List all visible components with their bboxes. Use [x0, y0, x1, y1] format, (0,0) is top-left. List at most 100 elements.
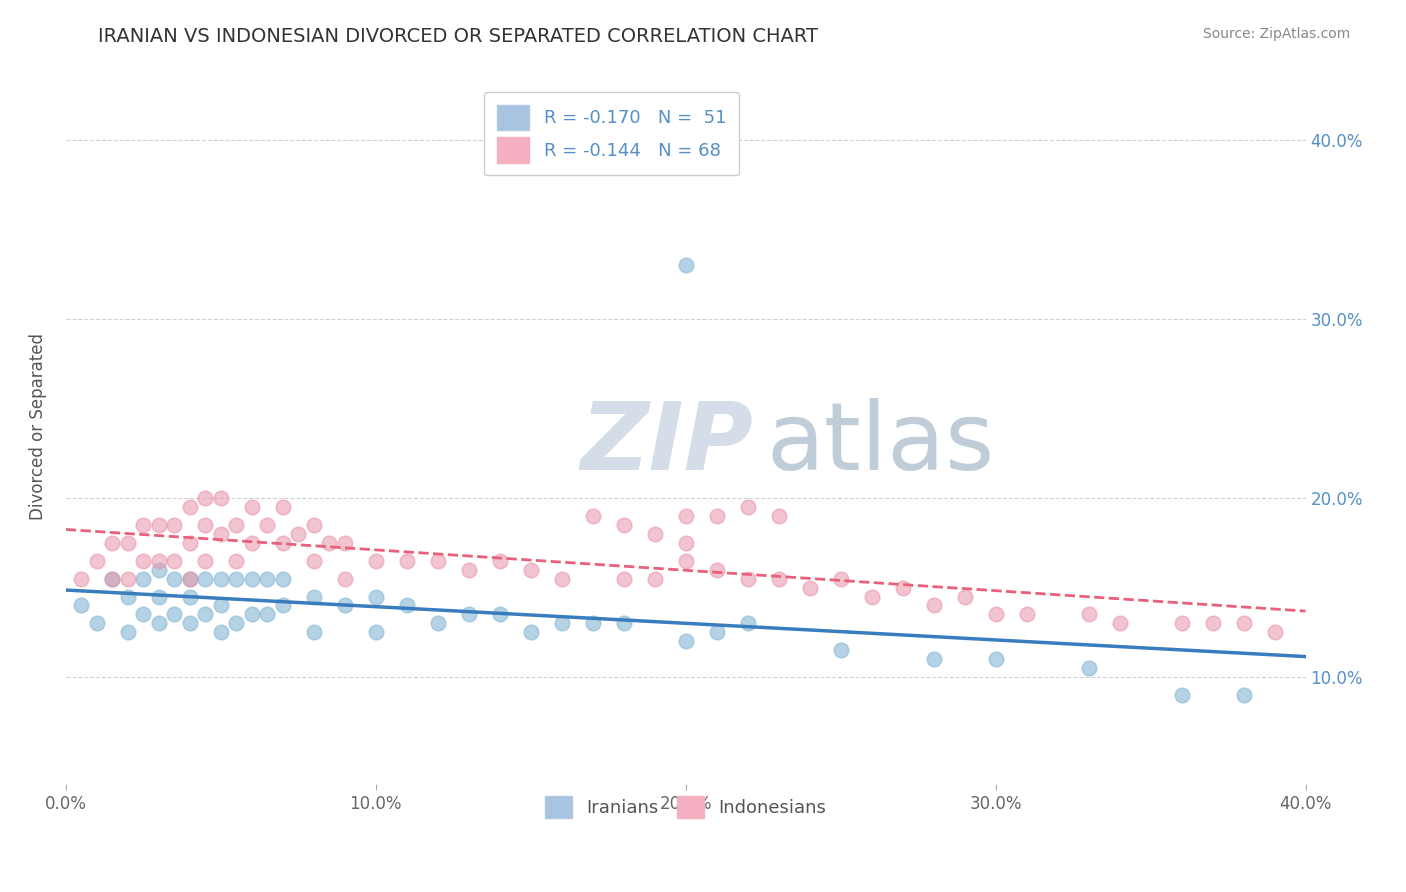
Point [1263, 625, 1285, 640]
Point [1077, 661, 1099, 675]
Point [675, 634, 697, 648]
Text: Source: ZipAtlas.com: Source: ZipAtlas.com [1202, 27, 1350, 41]
Point [1170, 688, 1192, 702]
Point [1015, 607, 1038, 622]
Point [194, 607, 217, 622]
Point [194, 517, 217, 532]
Point [148, 563, 170, 577]
Point [148, 554, 170, 568]
Point [488, 607, 510, 622]
Point [271, 536, 294, 550]
Point [395, 554, 418, 568]
Point [240, 607, 263, 622]
Point [318, 536, 340, 550]
Point [364, 625, 387, 640]
Point [240, 500, 263, 514]
Point [101, 536, 124, 550]
Point [1108, 616, 1130, 631]
Point [302, 625, 325, 640]
Y-axis label: Divorced or Separated: Divorced or Separated [30, 333, 46, 520]
Point [1201, 616, 1223, 631]
Point [148, 616, 170, 631]
Point [953, 590, 976, 604]
Text: IRANIAN VS INDONESIAN DIVORCED OR SEPARATED CORRELATION CHART: IRANIAN VS INDONESIAN DIVORCED OR SEPARA… [98, 27, 818, 45]
Point [613, 572, 636, 586]
Point [179, 572, 201, 586]
Point [984, 652, 1007, 666]
Point [1232, 616, 1254, 631]
Point [582, 616, 605, 631]
Point [209, 599, 232, 613]
Point [302, 590, 325, 604]
Point [271, 572, 294, 586]
Point [86, 554, 108, 568]
Point [984, 607, 1007, 622]
Point [194, 572, 217, 586]
Point [488, 554, 510, 568]
Point [891, 581, 914, 595]
Point [163, 607, 186, 622]
Text: atlas: atlas [766, 399, 994, 491]
Point [675, 259, 697, 273]
Point [101, 572, 124, 586]
Point [737, 500, 759, 514]
Point [768, 508, 790, 523]
Point [830, 643, 852, 657]
Point [426, 554, 449, 568]
Point [706, 563, 728, 577]
Point [117, 572, 139, 586]
Point [364, 554, 387, 568]
Point [550, 616, 572, 631]
Point [163, 554, 186, 568]
Point [86, 616, 108, 631]
Point [179, 590, 201, 604]
Point [922, 599, 945, 613]
Point [737, 616, 759, 631]
Legend: Iranians, Indonesians: Iranians, Indonesians [538, 789, 834, 825]
Point [675, 508, 697, 523]
Point [922, 652, 945, 666]
Point [550, 572, 572, 586]
Point [706, 508, 728, 523]
Point [70, 572, 93, 586]
Point [333, 536, 356, 550]
Point [209, 491, 232, 505]
Point [675, 554, 697, 568]
Point [256, 517, 278, 532]
Point [101, 572, 124, 586]
Point [179, 536, 201, 550]
Point [132, 517, 155, 532]
Point [768, 572, 790, 586]
Point [117, 590, 139, 604]
Point [163, 572, 186, 586]
Point [194, 554, 217, 568]
Point [194, 491, 217, 505]
Point [830, 572, 852, 586]
Point [117, 536, 139, 550]
Text: ZIP: ZIP [581, 399, 754, 491]
Point [132, 572, 155, 586]
Point [519, 563, 541, 577]
Point [644, 526, 666, 541]
Point [582, 508, 605, 523]
Point [132, 607, 155, 622]
Point [179, 572, 201, 586]
Point [240, 572, 263, 586]
Point [225, 517, 247, 532]
Point [271, 500, 294, 514]
Point [799, 581, 821, 595]
Point [179, 500, 201, 514]
Point [256, 572, 278, 586]
Point [613, 616, 636, 631]
Point [271, 599, 294, 613]
Point [225, 572, 247, 586]
Point [364, 590, 387, 604]
Point [426, 616, 449, 631]
Point [148, 517, 170, 532]
Point [457, 563, 479, 577]
Point [148, 590, 170, 604]
Point [333, 572, 356, 586]
Point [1170, 616, 1192, 631]
Point [117, 625, 139, 640]
Point [302, 554, 325, 568]
